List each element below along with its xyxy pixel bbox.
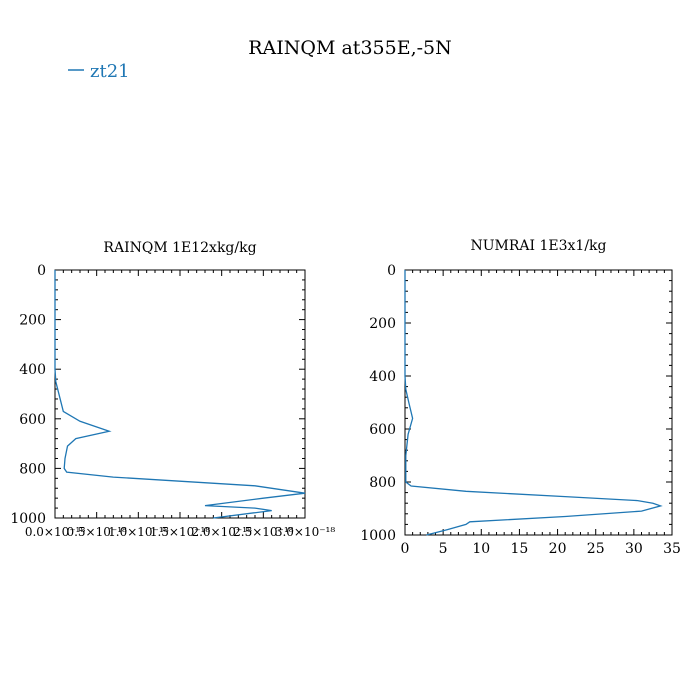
legend-label: zt21	[90, 61, 130, 82]
y-tick-label: 0	[37, 263, 46, 279]
x-tick-label: 10	[472, 541, 490, 557]
y-tick-label: 600	[369, 422, 396, 438]
y-tick-label: 400	[369, 369, 396, 385]
subplot-title: RAINQM 1E12xkg/kg	[103, 240, 256, 256]
y-tick-label: 200	[19, 313, 46, 329]
y-tick-label: 1000	[10, 511, 46, 527]
x-tick-label: 5	[439, 541, 448, 557]
y-tick-label: 800	[19, 461, 46, 477]
legend: zt21	[68, 61, 130, 82]
x-tick-label: 15	[511, 541, 529, 557]
y-tick-label: 600	[19, 412, 46, 428]
y-tick-label: 200	[369, 316, 396, 332]
x-tick-label: 0.0×10⁻¹⁸	[25, 525, 86, 539]
x-tick-label: 30	[625, 541, 643, 557]
figure-title: RAINQM at355E,-5N	[248, 37, 452, 59]
x-tick-label: 3.0×10⁻¹⁸	[275, 525, 336, 539]
y-tick-label: 800	[369, 475, 396, 491]
x-tick-label: 25	[587, 541, 605, 557]
subplots: RAINQM 1E12xkg/kg 0.0×10⁻¹⁸0.5×10⁻¹⁸1.0×1…	[10, 238, 681, 557]
subplot-2: NUMRAI 1E3x1/kg 0 5 10 15 20 25 30 35 0 200 400 600 8…	[360, 238, 681, 557]
y-tick-label: 400	[19, 362, 46, 378]
y-tick-label: 1000	[360, 528, 396, 544]
x-tick-label: 1.0×10⁻¹⁸	[108, 525, 169, 539]
x-tick-label: 0.5×10⁻¹⁸	[66, 525, 127, 539]
x-tick-label: 35	[663, 541, 681, 557]
series-line-zt21	[54, 270, 306, 519]
plot-frame	[404, 269, 673, 536]
subplot-title: NUMRAI 1E3x1/kg	[470, 238, 606, 254]
series-line-zt21	[404, 270, 663, 536]
x-tick-label: 20	[549, 541, 567, 557]
x-tick-label: 0	[401, 541, 410, 557]
x-tick-label: 2.0×10⁻¹⁸	[191, 525, 252, 539]
y-tick-label: 0	[387, 263, 396, 279]
x-tick-label: 1.5×10⁻¹⁸	[150, 525, 211, 539]
subplot-1: RAINQM 1E12xkg/kg 0.0×10⁻¹⁸0.5×10⁻¹⁸1.0×1…	[10, 240, 335, 539]
x-tick-label: 2.5×10⁻¹⁸	[233, 525, 294, 539]
